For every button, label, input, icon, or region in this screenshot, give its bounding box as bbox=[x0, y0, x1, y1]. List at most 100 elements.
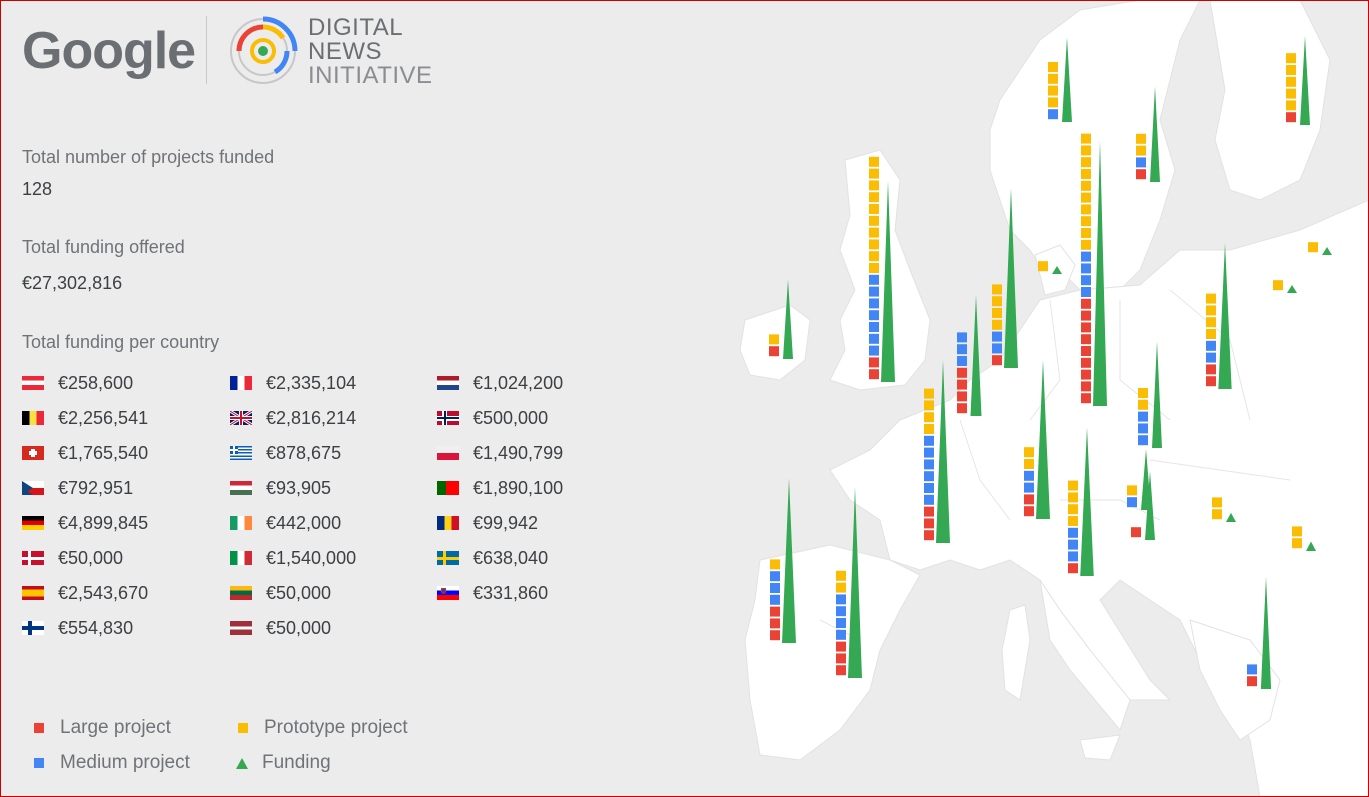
map-marker-switzerland[interactable] bbox=[1024, 359, 1050, 519]
project-square bbox=[1024, 459, 1034, 469]
project-square bbox=[836, 641, 846, 652]
country-funding-amount: €1,024,200 bbox=[473, 372, 564, 393]
project-square bbox=[1024, 447, 1034, 458]
project-square bbox=[1068, 516, 1078, 526]
project-square bbox=[869, 180, 879, 191]
project-square bbox=[869, 239, 879, 250]
project-square bbox=[1247, 664, 1257, 675]
map-marker-poland[interactable] bbox=[1206, 242, 1232, 389]
project-square bbox=[869, 286, 879, 297]
project-square bbox=[836, 570, 846, 581]
map-marker-czech-republic[interactable] bbox=[1138, 341, 1162, 448]
map-marker-hungary[interactable] bbox=[1212, 497, 1236, 522]
map-marker-denmark[interactable] bbox=[1038, 261, 1062, 274]
project-square bbox=[770, 618, 780, 629]
map-marker-finland[interactable] bbox=[1286, 35, 1310, 125]
map-marker-belgium[interactable] bbox=[992, 188, 1018, 368]
project-square bbox=[770, 594, 780, 605]
project-square bbox=[836, 582, 846, 593]
project-square bbox=[1024, 506, 1034, 517]
project-square bbox=[924, 424, 934, 434]
map-marker-sweden[interactable] bbox=[1136, 86, 1160, 182]
map-marker-italy[interactable] bbox=[1068, 427, 1094, 576]
greece-flag-icon bbox=[230, 446, 252, 460]
country-row-norway: €500,000 bbox=[437, 407, 548, 429]
project-square bbox=[1206, 329, 1216, 339]
country-row-romania: €99,942 bbox=[437, 512, 538, 534]
map-marker-france[interactable] bbox=[924, 360, 950, 543]
project-square bbox=[1206, 305, 1216, 316]
project-square bbox=[869, 263, 879, 273]
country-row-latvia: €50,000 bbox=[230, 617, 331, 639]
map-marker-slovenia[interactable] bbox=[1131, 471, 1155, 540]
map-marker-latvia[interactable] bbox=[1308, 242, 1332, 255]
project-square bbox=[1048, 62, 1058, 72]
project-square bbox=[770, 630, 780, 641]
map-marker-greece[interactable] bbox=[1247, 576, 1272, 689]
blue-square-icon bbox=[34, 758, 44, 768]
funding-triangle bbox=[1093, 141, 1107, 406]
project-square bbox=[869, 298, 879, 309]
map-marker-romania[interactable] bbox=[1292, 526, 1316, 551]
funding-triangle bbox=[848, 487, 862, 678]
funding-triangle bbox=[1062, 37, 1072, 122]
map-marker-lithuania[interactable] bbox=[1273, 280, 1297, 293]
country-funding-amount: €258,600 bbox=[58, 372, 134, 393]
project-square bbox=[1138, 399, 1148, 410]
project-square bbox=[869, 345, 879, 356]
project-square bbox=[1127, 485, 1137, 496]
project-square bbox=[992, 296, 1002, 307]
project-square bbox=[1286, 112, 1296, 123]
project-square bbox=[869, 369, 879, 380]
project-square bbox=[770, 606, 780, 617]
czech-republic-flag-icon bbox=[22, 481, 44, 495]
legend-medium-project: Medium project bbox=[34, 752, 190, 774]
country-funding-amount: €442,000 bbox=[266, 512, 342, 533]
projects-funded-label: Total number of projects funded bbox=[22, 147, 275, 167]
map-marker-portugal[interactable] bbox=[770, 478, 796, 643]
sicily-landmass bbox=[1079, 734, 1121, 761]
map-marker-netherlands[interactable] bbox=[957, 294, 982, 416]
project-square bbox=[869, 227, 879, 238]
green-triangle-icon bbox=[236, 757, 248, 769]
project-square bbox=[1136, 169, 1146, 180]
projects-funded-value: 128 bbox=[22, 179, 53, 199]
project-square bbox=[1138, 411, 1148, 422]
project-square bbox=[1206, 352, 1216, 363]
italy-flag-icon bbox=[230, 551, 252, 565]
project-square bbox=[1081, 357, 1091, 368]
map-marker-germany[interactable] bbox=[1081, 133, 1107, 406]
project-square bbox=[992, 343, 1002, 354]
project-square bbox=[1206, 376, 1216, 387]
project-square bbox=[1081, 239, 1091, 250]
project-square bbox=[924, 494, 934, 505]
project-square bbox=[1081, 381, 1091, 392]
project-square bbox=[1136, 133, 1146, 144]
project-square bbox=[1138, 388, 1148, 398]
project-square bbox=[924, 518, 934, 529]
funding-triangle bbox=[1260, 576, 1272, 689]
country-funding-amount: €50,000 bbox=[58, 547, 124, 568]
funding-triangle bbox=[1150, 86, 1160, 182]
map-marker-spain[interactable] bbox=[836, 487, 862, 678]
project-square bbox=[869, 215, 879, 226]
funding-per-country-label: Total funding per country bbox=[22, 332, 220, 352]
map-marker-united-kingdom[interactable] bbox=[869, 156, 895, 382]
map-marker-ireland[interactable] bbox=[769, 279, 793, 359]
project-square bbox=[1081, 322, 1091, 333]
ireland-flag-icon bbox=[230, 516, 252, 530]
project-square bbox=[869, 357, 879, 368]
funding-triangle bbox=[1152, 341, 1162, 448]
dni-wordmark: DIGITAL NEWS INITIATIVE bbox=[308, 14, 433, 89]
project-square bbox=[1068, 563, 1078, 574]
country-funding-amount: €1,540,000 bbox=[266, 547, 357, 568]
country-funding-amount: €2,816,214 bbox=[266, 407, 357, 428]
map-marker-norway[interactable] bbox=[1048, 37, 1072, 122]
country-funding-amount: €2,335,104 bbox=[266, 372, 357, 393]
country-funding-amount: €1,890,100 bbox=[473, 477, 564, 498]
funding-triangle bbox=[1218, 242, 1232, 389]
country-row-greece: €878,675 bbox=[230, 442, 341, 464]
country-funding-amount: €99,942 bbox=[473, 512, 539, 533]
project-square bbox=[869, 322, 879, 332]
country-row-netherlands: €1,024,200 bbox=[437, 372, 563, 394]
